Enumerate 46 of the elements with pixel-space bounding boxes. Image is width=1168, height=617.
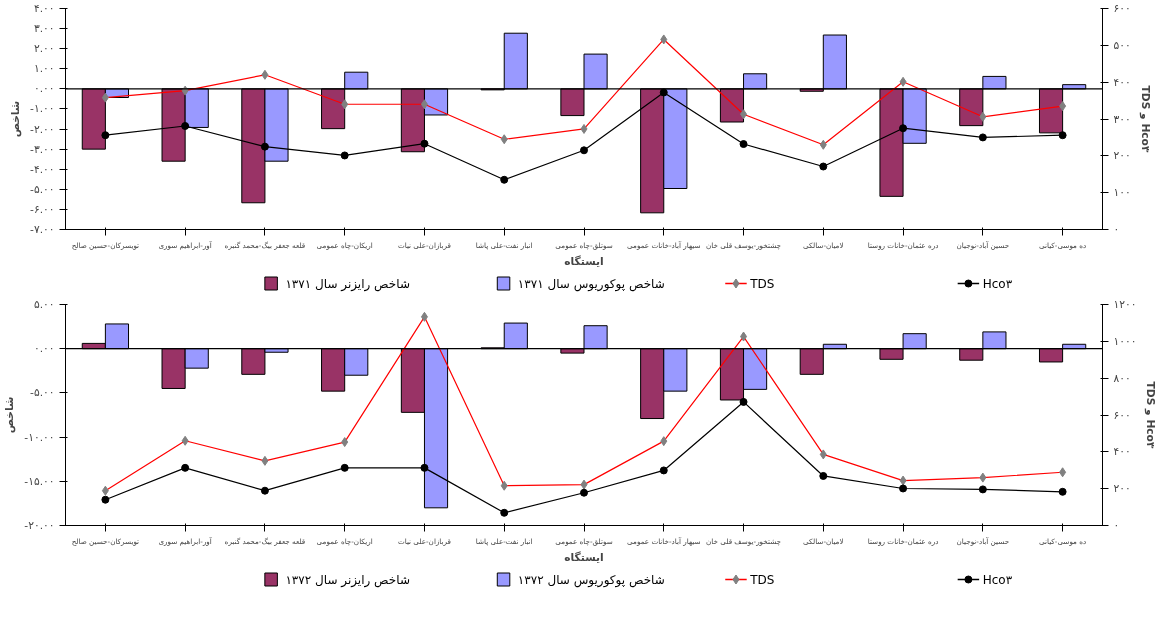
legend-label: شاخص رایزنر سال ۱۳۷۲ xyxy=(285,572,410,588)
y-tick-label: -۱.۰۰ xyxy=(30,102,55,116)
y2-tick-label: ۱۰۰۰ xyxy=(1113,334,1137,348)
y-axis-title: شاخص xyxy=(3,396,17,434)
y2-tick-label: ۶۰۰ xyxy=(1113,408,1131,422)
legend-label: TDS xyxy=(749,572,775,587)
legend-label: شاخص پوکوریوس سال ۱۳۷۱ xyxy=(517,276,665,292)
y2-tick-label: ۵۰۰ xyxy=(1113,38,1131,52)
y2-tick-label: ۱۰۰ xyxy=(1113,186,1131,200)
y2-tick-label: ۴۰۰ xyxy=(1113,75,1131,89)
y2-tick-label: ۲۰۰ xyxy=(1113,482,1131,496)
y2-tick-label: ۰ xyxy=(1113,223,1120,236)
y-tick-label: -۲۰.۰۰ xyxy=(24,519,55,532)
y-tick-label: ۰.۰۰ xyxy=(33,342,55,356)
y-axis-title: شاخص xyxy=(9,100,23,138)
y-tick-label: ۰.۰۰ xyxy=(33,82,55,96)
y-tick-label: ۳.۰۰ xyxy=(33,22,55,36)
y2-axis-title: TDS و Hco۳ xyxy=(1138,85,1152,153)
y2-tick-label: ۲۰۰ xyxy=(1113,149,1131,163)
y2-axis-title: TDS و Hco۳ xyxy=(1144,381,1158,449)
y-tick-label: ۱.۰۰ xyxy=(33,62,55,76)
y-tick-label: ۵.۰۰ xyxy=(33,298,55,311)
x-axis-title: ایستگاه xyxy=(564,254,604,268)
y-tick-label: -۳.۰۰ xyxy=(30,142,55,156)
y2-tick-label: ۱۲۰۰ xyxy=(1113,298,1137,311)
y-tick-label: -۶.۰۰ xyxy=(30,202,55,216)
legend-label: Hco۳ xyxy=(982,276,1013,291)
legend-label: شاخص رایزنر سال ۱۳۷۱ xyxy=(285,276,410,292)
y-tick-label: -۵.۰۰ xyxy=(30,182,55,196)
legend-label: Hco۳ xyxy=(982,572,1013,587)
y-tick-label: -۷.۰۰ xyxy=(30,223,55,236)
y-tick-label: ۲.۰۰ xyxy=(33,42,55,56)
y2-tick-label: ۰ xyxy=(1113,519,1120,532)
y2-tick-label: ۶۰۰ xyxy=(1113,2,1131,15)
y-tick-label: -۲.۰۰ xyxy=(30,122,55,136)
y-tick-label: ۴.۰۰ xyxy=(33,2,55,15)
legend-label: TDS xyxy=(749,276,775,291)
y-tick-label: -۱۵.۰۰ xyxy=(24,474,55,488)
y2-tick-label: ۴۰۰ xyxy=(1113,445,1131,459)
y-tick-label: -۴.۰۰ xyxy=(30,162,55,176)
y2-tick-label: ۸۰۰ xyxy=(1113,371,1131,385)
y-tick-label: -۵.۰۰ xyxy=(30,386,55,400)
legend-label: شاخص پوکوریوس سال ۱۳۷۲ xyxy=(517,572,665,588)
x-axis-title: ایستگاه xyxy=(564,550,604,564)
y2-tick-label: ۳۰۰ xyxy=(1113,112,1131,126)
y-tick-label: -۱۰.۰۰ xyxy=(24,430,55,444)
